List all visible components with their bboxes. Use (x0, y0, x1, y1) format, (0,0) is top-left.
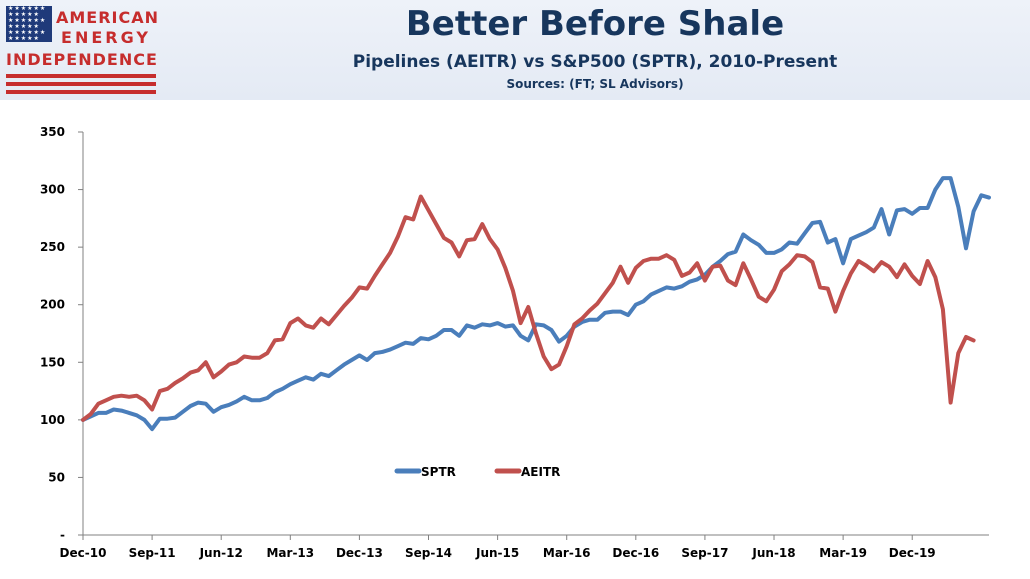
x-tick-label: Dec-16 (612, 546, 659, 560)
y-tick-label: 100 (40, 413, 65, 427)
x-tick-label: Jun-12 (199, 546, 243, 560)
x-tick-label: Mar-19 (819, 546, 867, 560)
x-tick-label: Sep-17 (681, 546, 728, 560)
header-band (0, 0, 1030, 100)
x-tick-label: Dec-19 (889, 546, 936, 560)
y-tick-label: 300 (40, 183, 65, 197)
logo-line-2: ENERGY (61, 28, 151, 47)
y-tick-label: 200 (40, 298, 65, 312)
y-tick-label: 50 (48, 470, 65, 484)
x-tick-label: Mar-13 (266, 546, 314, 560)
logo-line-3: INDEPENDENCE (6, 50, 158, 69)
us-flag-icon: ★★★★★★ ★★★★★ ★★★★★★ ★★★★★ ★★★★★★ ★★★★★ (6, 6, 52, 42)
series-line-aeitr (81, 194, 976, 422)
legend-label-aeitr: AEITR (521, 465, 560, 479)
y-tick-label: 150 (40, 355, 65, 369)
logo-stripe (6, 82, 156, 86)
y-tick-label: 250 (40, 240, 65, 254)
x-tick-label: Dec-10 (60, 546, 107, 560)
y-tick-label: - (60, 528, 65, 542)
y-tick-label: 350 (40, 125, 65, 139)
page-title: Better Before Shale (405, 4, 785, 44)
source-note: Sources: (FT; SL Advisors) (506, 77, 684, 91)
legend-label-sptr: SPTR (421, 465, 456, 479)
logo-stripe (6, 74, 156, 78)
logo-stripe (6, 90, 156, 94)
x-tick-label: Sep-11 (129, 546, 176, 560)
page-subtitle: Pipelines (AEITR) vs S&P500 (SPTR), 2010… (352, 52, 838, 72)
x-tick-label: Dec-13 (336, 546, 383, 560)
x-tick-label: Sep-14 (405, 546, 452, 560)
x-tick-label: Mar-16 (543, 546, 591, 560)
series-line-sptr (81, 176, 991, 432)
logo: ★★★★★★ ★★★★★ ★★★★★★ ★★★★★ ★★★★★★ ★★★★★ A… (6, 6, 160, 96)
x-tick-label: Jun-18 (751, 546, 795, 560)
logo-line-1: AMERICAN (56, 8, 160, 27)
x-tick-label: Jun-15 (475, 546, 519, 560)
